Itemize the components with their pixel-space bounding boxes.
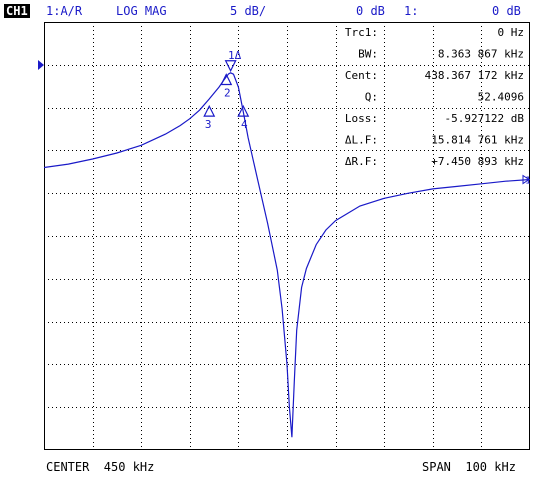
table-row-value: 52.4096 — [478, 91, 524, 104]
table-row-value: 0 Hz — [498, 26, 525, 39]
reference-pointer-right-label: 1 — [525, 176, 530, 187]
reference-pointer-left-icon — [38, 60, 44, 70]
scale-label[interactable]: 5 dB/ — [230, 4, 267, 18]
table-row-value: +7.450 893 kHz — [431, 155, 524, 168]
markers-group: 1Δ 2 3 4 — [203, 49, 250, 131]
marker-value: 0 dB — [492, 4, 521, 18]
span-frequency[interactable]: SPAN 100 kHz — [422, 460, 516, 474]
table-row-label: ΔR.F: — [345, 155, 378, 168]
format-label[interactable]: LOG MAG — [116, 4, 167, 18]
table-row-value: 438.367 172 kHz — [425, 69, 524, 82]
marker-3-icon[interactable] — [203, 104, 216, 117]
trace-group — [44, 72, 530, 438]
marker-2-label: 2 — [224, 86, 231, 99]
table-row-label: Trc1: — [345, 26, 378, 39]
channel-badge[interactable]: CH1 — [4, 4, 30, 18]
trace-plot[interactable]: 1Δ 2 3 4 Trc1: 0 Hz BW: 8.363 867 kHz Cent: 438.… — [44, 22, 530, 450]
table-row-value: -5.927122 dB — [445, 112, 525, 125]
table-row-label: Loss: — [345, 112, 378, 125]
marker-3-label: 3 — [205, 118, 212, 131]
marker-2-icon[interactable] — [220, 73, 233, 86]
table-row-value: 8.363 867 kHz — [438, 48, 524, 61]
plot-grid — [44, 22, 530, 450]
marker-4-icon[interactable] — [237, 104, 250, 117]
measurement-label[interactable]: 1:A/R — [46, 4, 83, 18]
header-bar: CH1 1:A/R LOG MAG 5 dB/ 0 dB 1: 0 dB — [0, 4, 560, 20]
reference-pointer-right: 1 — [522, 174, 530, 187]
table-row-label: BW: — [358, 48, 378, 61]
table-row-label: Cent: — [345, 69, 378, 82]
marker-1-icon[interactable] — [224, 60, 237, 73]
table-row-label: Q: — [365, 91, 378, 104]
ref-value[interactable]: 0 dB — [356, 4, 385, 18]
reference-pointer-right-icon — [522, 174, 530, 185]
marker-1-label: 1Δ — [228, 49, 242, 62]
marker-label: 1: — [404, 4, 419, 18]
marker-4-label: 4 — [241, 118, 248, 131]
marker-info-table: Trc1: 0 Hz BW: 8.363 867 kHz Cent: 438.367 17… — [345, 26, 524, 168]
center-frequency[interactable]: CENTER 450 kHz — [46, 460, 155, 474]
table-row-label: ΔL.F: — [345, 134, 378, 147]
trace-line[interactable] — [44, 72, 530, 438]
table-row-value: 15.814 761 kHz — [431, 134, 524, 147]
